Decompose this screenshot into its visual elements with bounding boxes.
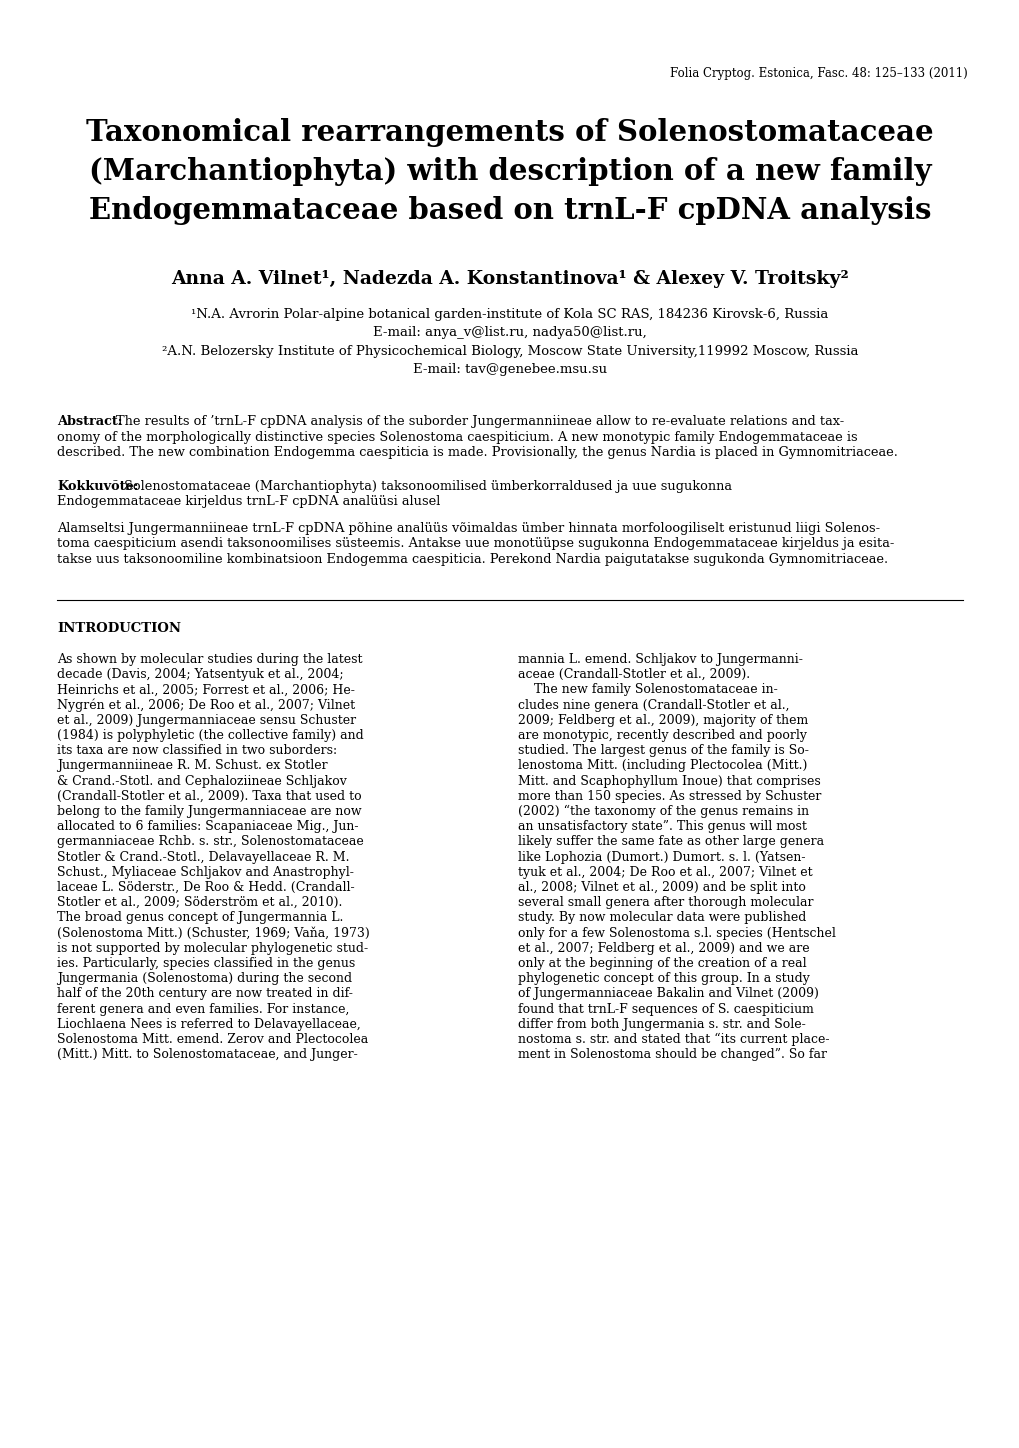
Text: Endogemmataceae based on trnL-F cpDNA analysis: Endogemmataceae based on trnL-F cpDNA an… <box>89 195 930 224</box>
Text: Jungermania (Solenostoma) during the second: Jungermania (Solenostoma) during the sec… <box>57 972 352 985</box>
Text: are monotypic, recently described and poorly: are monotypic, recently described and po… <box>518 728 806 741</box>
Text: aceae (Crandall-Stotler et al., 2009).: aceae (Crandall-Stotler et al., 2009). <box>518 668 749 681</box>
Text: germanniaceae Rchb. s. str., Solenostomataceae: germanniaceae Rchb. s. str., Solenostoma… <box>57 835 364 849</box>
Text: half of the 20th century are now treated in dif-: half of the 20th century are now treated… <box>57 988 353 1001</box>
Text: Heinrichs et al., 2005; Forrest et al., 2006; He-: Heinrichs et al., 2005; Forrest et al., … <box>57 683 355 696</box>
Text: The broad genus concept of Jungermannia L.: The broad genus concept of Jungermannia … <box>57 911 343 924</box>
Text: (Crandall-Stotler et al., 2009). Taxa that used to: (Crandall-Stotler et al., 2009). Taxa th… <box>57 789 362 802</box>
Text: Solenostoma Mitt. emend. Zerov and Plectocolea: Solenostoma Mitt. emend. Zerov and Plect… <box>57 1032 368 1045</box>
Text: allocated to 6 families: Scapaniaceae Mig., Jun-: allocated to 6 families: Scapaniaceae Mi… <box>57 820 358 833</box>
Text: ment in Solenostoma should be changed”. So far: ment in Solenostoma should be changed”. … <box>518 1048 826 1061</box>
Text: Jungermanniineae R. M. Schust. ex Stotler: Jungermanniineae R. M. Schust. ex Stotle… <box>57 759 327 772</box>
Text: mannia L. emend. Schljakov to Jungermanni-: mannia L. emend. Schljakov to Jungermann… <box>518 653 802 666</box>
Text: The new family Solenostomataceae in-: The new family Solenostomataceae in- <box>518 683 777 696</box>
Text: The results of ’trnL-F cpDNA analysis of the suborder Jungermanniineae allow to : The results of ’trnL-F cpDNA analysis of… <box>116 416 844 429</box>
Text: its taxa are now classified in two suborders:: its taxa are now classified in two subor… <box>57 744 337 757</box>
Text: E-mail: tav@genebee.msu.su: E-mail: tav@genebee.msu.su <box>413 363 606 376</box>
Text: study. By now molecular data were published: study. By now molecular data were publis… <box>518 911 806 924</box>
Text: ¹N.A. Avrorin Polar-alpine botanical garden-institute of Kola SC RAS, 184236 Kir: ¹N.A. Avrorin Polar-alpine botanical gar… <box>192 308 827 321</box>
Text: phylogenetic concept of this group. In a study: phylogenetic concept of this group. In a… <box>518 972 809 985</box>
Text: et al., 2009) Jungermanniaceae sensu Schuster: et al., 2009) Jungermanniaceae sensu Sch… <box>57 714 356 727</box>
Text: (Marchantiophyta) with description of a new family: (Marchantiophyta) with description of a … <box>89 156 930 185</box>
Text: Folia Cryptog. Estonica, Fasc. 48: 125–133 (2011): Folia Cryptog. Estonica, Fasc. 48: 125–1… <box>669 67 967 80</box>
Text: found that trnL-F sequences of S. caespiticium: found that trnL-F sequences of S. caespi… <box>518 1002 813 1015</box>
Text: toma caespiticium asendi taksonoomilises süsteemis. Antakse uue monotüüpse suguk: toma caespiticium asendi taksonoomilises… <box>57 537 894 550</box>
Text: (2002) “the taxonomy of the genus remains in: (2002) “the taxonomy of the genus remain… <box>518 805 808 818</box>
Text: ²A.N. Belozersky Institute of Physicochemical Biology, Moscow State University,1: ²A.N. Belozersky Institute of Physicoche… <box>162 345 857 358</box>
Text: is not supported by molecular phylogenetic stud-: is not supported by molecular phylogenet… <box>57 941 368 954</box>
Text: Nygrén et al., 2006; De Roo et al., 2007; Vilnet: Nygrén et al., 2006; De Roo et al., 2007… <box>57 698 355 712</box>
Text: takse uus taksonoomiline kombinatsioon Endogemma caespiticia. Perekond Nardia pa: takse uus taksonoomiline kombinatsioon E… <box>57 553 888 566</box>
Text: Kokkuvõte:: Kokkuvõte: <box>57 479 139 492</box>
Text: Stotler et al., 2009; Söderström et al., 2010).: Stotler et al., 2009; Söderström et al.,… <box>57 896 342 909</box>
Text: likely suffer the same fate as other large genera: likely suffer the same fate as other lar… <box>518 835 823 849</box>
Text: (1984) is polyphyletic (the collective family) and: (1984) is polyphyletic (the collective f… <box>57 728 364 741</box>
Text: tyuk et al., 2004; De Roo et al., 2007; Vilnet et: tyuk et al., 2004; De Roo et al., 2007; … <box>518 866 812 879</box>
Text: like Lophozia (Dumort.) Dumort. s. l. (Yatsen-: like Lophozia (Dumort.) Dumort. s. l. (Y… <box>518 850 805 863</box>
Text: Solenostomataceae (Marchantiophyta) taksonoomilised ümberkorraldused ja uue sugu: Solenostomataceae (Marchantiophyta) taks… <box>124 479 732 492</box>
Text: belong to the family Jungermanniaceae are now: belong to the family Jungermanniaceae ar… <box>57 805 362 818</box>
Text: more than 150 species. As stressed by Schuster: more than 150 species. As stressed by Sc… <box>518 789 820 802</box>
Text: As shown by molecular studies during the latest: As shown by molecular studies during the… <box>57 653 362 666</box>
Text: only at the beginning of the creation of a real: only at the beginning of the creation of… <box>518 957 806 970</box>
Text: ies. Particularly, species classified in the genus: ies. Particularly, species classified in… <box>57 957 355 970</box>
Text: (Mitt.) Mitt. to Solenostomataceae, and Junger-: (Mitt.) Mitt. to Solenostomataceae, and … <box>57 1048 358 1061</box>
Text: differ from both Jungermania s. str. and Sole-: differ from both Jungermania s. str. and… <box>518 1018 805 1031</box>
Text: Stotler & Crand.-Stotl., Delavayellaceae R. M.: Stotler & Crand.-Stotl., Delavayellaceae… <box>57 850 350 863</box>
Text: INTRODUCTION: INTRODUCTION <box>57 623 180 636</box>
Text: onomy of the morphologically distinctive species Solenostoma caespiticium. A new: onomy of the morphologically distinctive… <box>57 430 857 443</box>
Text: & Crand.-Stotl. and Cephaloziineae Schljakov: & Crand.-Stotl. and Cephaloziineae Schlj… <box>57 775 346 788</box>
Text: described. The new combination Endogemma caespiticia is made. Provisionally, the: described. The new combination Endogemma… <box>57 446 897 459</box>
Text: ferent genera and even families. For instance,: ferent genera and even families. For ins… <box>57 1002 350 1015</box>
Text: Liochlaena Nees is referred to Delavayellaceae,: Liochlaena Nees is referred to Delavayel… <box>57 1018 361 1031</box>
Text: lenostoma Mitt. (including Plectocolea (Mitt.): lenostoma Mitt. (including Plectocolea (… <box>518 759 807 772</box>
Text: only for a few Solenostoma s.l. species (Hentschel: only for a few Solenostoma s.l. species … <box>518 927 835 940</box>
Text: Schust., Myliaceae Schljakov and Anastrophyl-: Schust., Myliaceae Schljakov and Anastro… <box>57 866 354 879</box>
Text: studied. The largest genus of the family is So-: studied. The largest genus of the family… <box>518 744 808 757</box>
Text: et al., 2007; Feldberg et al., 2009) and we are: et al., 2007; Feldberg et al., 2009) and… <box>518 941 809 954</box>
Text: Anna A. Vilnet¹, Nadezda A. Konstantinova¹ & Alexey V. Troitsky²: Anna A. Vilnet¹, Nadezda A. Konstantinov… <box>171 269 848 288</box>
Text: Taxonomical rearrangements of Solenostomataceae: Taxonomical rearrangements of Solenostom… <box>86 117 933 148</box>
Text: (Solenostoma Mitt.) (Schuster, 1969; Vaňa, 1973): (Solenostoma Mitt.) (Schuster, 1969; Vaň… <box>57 927 370 940</box>
Text: al., 2008; Vilnet et al., 2009) and be split into: al., 2008; Vilnet et al., 2009) and be s… <box>518 880 805 893</box>
Text: cludes nine genera (Crandall-Stotler et al.,: cludes nine genera (Crandall-Stotler et … <box>518 698 789 711</box>
Text: Alamseltsi Jungermanniineae trnL-F cpDNA põhine analüüs võimaldas ümber hinnata : Alamseltsi Jungermanniineae trnL-F cpDNA… <box>57 521 879 534</box>
Text: 2009; Feldberg et al., 2009), majority of them: 2009; Feldberg et al., 2009), majority o… <box>518 714 807 727</box>
Text: nostoma s. str. and stated that “its current place-: nostoma s. str. and stated that “its cur… <box>518 1032 828 1047</box>
Text: laceae L. Söderstr., De Roo & Hedd. (Crandall-: laceae L. Söderstr., De Roo & Hedd. (Cra… <box>57 880 355 893</box>
Text: Endogemmataceae kirjeldus trnL-F cpDNA analüüsi alusel: Endogemmataceae kirjeldus trnL-F cpDNA a… <box>57 495 440 508</box>
Text: an unsatisfactory state”. This genus will most: an unsatisfactory state”. This genus wil… <box>518 820 806 833</box>
Text: E-mail: anya_v@list.ru, nadya50@list.ru,: E-mail: anya_v@list.ru, nadya50@list.ru, <box>373 326 646 339</box>
Text: Abstract:: Abstract: <box>57 416 122 429</box>
Text: several small genera after thorough molecular: several small genera after thorough mole… <box>518 896 813 909</box>
Text: decade (Davis, 2004; Yatsentyuk et al., 2004;: decade (Davis, 2004; Yatsentyuk et al., … <box>57 668 343 681</box>
Text: of Jungermanniaceae Bakalin and Vilnet (2009): of Jungermanniaceae Bakalin and Vilnet (… <box>518 988 818 1001</box>
Text: Mitt. and Scaphophyllum Inoue) that comprises: Mitt. and Scaphophyllum Inoue) that comp… <box>518 775 820 788</box>
